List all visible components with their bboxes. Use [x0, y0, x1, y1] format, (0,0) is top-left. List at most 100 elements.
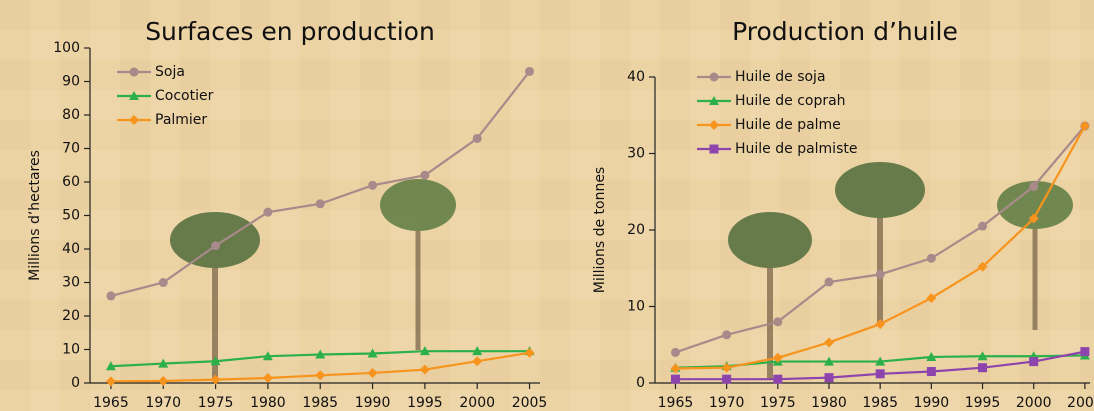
- x-tick-label: 1980: [250, 395, 286, 411]
- x-tick-label: 1970: [145, 395, 181, 411]
- point: [419, 364, 430, 375]
- point: [419, 346, 430, 356]
- point: [773, 374, 783, 384]
- point: [670, 374, 680, 384]
- point: [1028, 213, 1039, 224]
- point: [824, 373, 834, 383]
- point: [824, 277, 834, 287]
- point: [773, 317, 783, 327]
- x-tick-label: 1990: [914, 395, 950, 411]
- y-tick-label: 0: [636, 375, 645, 391]
- point: [472, 356, 483, 367]
- point: [368, 180, 378, 190]
- y-tick-label: 30: [627, 146, 645, 162]
- point: [722, 374, 732, 384]
- y-tick-label: 20: [627, 222, 645, 238]
- y-tick-label: 50: [62, 208, 80, 224]
- point: [129, 67, 139, 77]
- point: [721, 362, 732, 373]
- legend-label: Palmier: [155, 112, 207, 128]
- point: [875, 319, 886, 330]
- legend-label: Soja: [155, 64, 185, 80]
- y-tick-label: 100: [53, 40, 80, 56]
- point: [210, 356, 221, 366]
- y-tick-label: 30: [62, 275, 80, 291]
- legend-label: Huile de palmiste: [735, 141, 857, 157]
- point: [709, 144, 719, 154]
- point: [367, 348, 378, 358]
- point: [129, 91, 139, 100]
- point: [262, 351, 273, 361]
- chart-title: Surfaces en production: [145, 17, 435, 46]
- x-tick-label: 1965: [658, 395, 694, 411]
- point: [263, 207, 273, 217]
- point: [977, 351, 988, 361]
- point: [106, 291, 116, 301]
- palm-decoration: [170, 162, 1073, 380]
- y-tick-label: 0: [71, 375, 80, 391]
- x-tick-label: 1975: [198, 395, 234, 411]
- x-tick-label: 1985: [862, 395, 898, 411]
- point: [772, 352, 783, 363]
- point: [926, 293, 937, 304]
- x-tick-label: 1995: [965, 395, 1001, 411]
- x-tick-label: 1970: [709, 395, 745, 411]
- point: [105, 376, 116, 387]
- x-tick-label: 1985: [302, 395, 338, 411]
- y-tick-label: 60: [62, 174, 80, 190]
- x-tick-label: 2000: [459, 395, 495, 411]
- point: [315, 349, 326, 359]
- point: [875, 269, 885, 279]
- point: [524, 347, 535, 358]
- y-tick-label: 20: [62, 308, 80, 324]
- chart-title: Production d’huile: [732, 17, 958, 46]
- point: [262, 372, 273, 383]
- x-tick-label: 2005: [512, 395, 548, 411]
- point: [978, 221, 988, 231]
- point: [367, 367, 378, 378]
- point: [670, 363, 681, 374]
- point: [709, 72, 719, 82]
- point: [709, 120, 719, 130]
- point: [875, 369, 885, 379]
- point: [1029, 357, 1039, 367]
- point: [926, 351, 937, 361]
- x-tick-label: 1990: [355, 395, 391, 411]
- point: [977, 261, 988, 272]
- y-axis-label: Millions de tonnes: [592, 167, 608, 293]
- y-tick-label: 90: [62, 74, 80, 90]
- point: [926, 367, 936, 377]
- point: [709, 96, 719, 105]
- legend-label: Cocotier: [155, 88, 214, 104]
- y-tick-label: 10: [627, 299, 645, 315]
- point: [824, 356, 834, 366]
- point: [525, 66, 535, 76]
- point: [129, 115, 139, 125]
- x-tick-label: 1995: [407, 395, 443, 411]
- point: [211, 241, 221, 251]
- point: [158, 278, 168, 287]
- legend-label: Huile de palme: [735, 117, 841, 133]
- y-tick-label: 70: [62, 141, 80, 157]
- point: [472, 133, 482, 143]
- x-tick-label: 1980: [811, 395, 847, 411]
- point: [722, 330, 732, 340]
- point: [420, 170, 430, 180]
- point: [978, 363, 988, 373]
- point: [1079, 120, 1090, 131]
- x-tick-label: 1965: [93, 395, 129, 411]
- point: [315, 370, 326, 381]
- point: [670, 347, 680, 357]
- point: [158, 358, 169, 368]
- point: [875, 356, 886, 366]
- point: [158, 375, 169, 386]
- y-tick-label: 40: [62, 241, 80, 257]
- point: [472, 346, 483, 356]
- point: [926, 253, 936, 263]
- y-tick-label: 80: [62, 107, 80, 123]
- y-tick-label: 10: [62, 342, 80, 358]
- legend-label: Huile de coprah: [735, 93, 846, 109]
- x-tick-label: 2000: [1016, 395, 1052, 411]
- point: [1029, 181, 1039, 191]
